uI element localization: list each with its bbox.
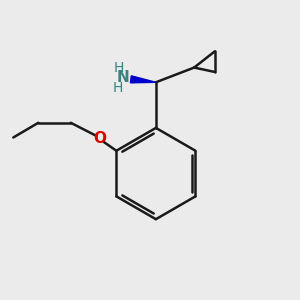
Text: H: H	[114, 61, 124, 75]
Text: N: N	[117, 70, 130, 86]
Text: H: H	[113, 81, 123, 95]
Text: O: O	[94, 131, 107, 146]
Polygon shape	[130, 76, 156, 83]
